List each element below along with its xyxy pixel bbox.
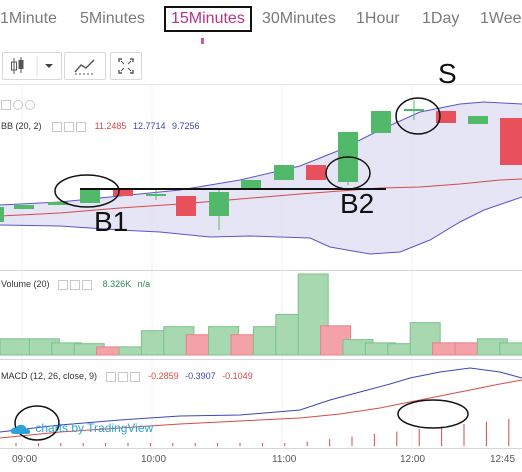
tradingview-watermark[interactable]: charts by TradingView xyxy=(10,421,153,435)
tab-15minutes[interactable]: 15Minutes xyxy=(164,6,252,32)
eye-icon[interactable] xyxy=(13,99,23,110)
b2-circle xyxy=(325,156,371,190)
candle xyxy=(468,116,488,124)
candle xyxy=(274,165,294,180)
tab-1hour[interactable]: 1Hour xyxy=(356,10,400,27)
time-label: 10:00 xyxy=(141,454,167,465)
gear-icon[interactable] xyxy=(70,279,81,290)
watermark-text: charts by TradingView xyxy=(35,421,154,435)
macd-signal-line xyxy=(0,379,522,439)
eye-icon[interactable] xyxy=(52,121,63,132)
annotation-b1: B1 xyxy=(94,206,129,237)
close-icon[interactable] xyxy=(76,121,87,132)
candle xyxy=(14,205,34,209)
candle xyxy=(113,188,133,196)
bb-legend: BB (20, 2) 11.2485 12.7714 9.7256 xyxy=(1,121,200,132)
time-label: 12:45 xyxy=(490,454,516,465)
gear-icon[interactable] xyxy=(117,371,128,382)
time-gridlines xyxy=(21,86,413,448)
settings-icon[interactable] xyxy=(25,99,35,110)
volume-bar xyxy=(0,338,31,356)
indicators-icon xyxy=(74,59,95,75)
time-axis-separator xyxy=(0,448,522,449)
candle xyxy=(404,109,424,111)
fullscreen-button[interactable] xyxy=(110,52,142,80)
bb-band-cloud xyxy=(0,102,522,254)
candle xyxy=(500,118,522,165)
bb-label: BB (20, 2) xyxy=(1,121,42,131)
fullscreen-icon xyxy=(118,58,134,74)
candle xyxy=(176,196,196,216)
bb-lower-line xyxy=(0,196,522,255)
candle xyxy=(241,180,261,190)
panel-separator[interactable] xyxy=(0,270,522,271)
macd-right-circle xyxy=(397,399,469,429)
chart-toolbar xyxy=(0,48,522,85)
eye-icon[interactable] xyxy=(58,279,69,290)
candle xyxy=(0,207,4,222)
volume-label: Volume (20) xyxy=(1,279,50,289)
eye-icon[interactable] xyxy=(105,371,116,382)
close-icon[interactable] xyxy=(129,371,140,382)
indicators-button[interactable] xyxy=(64,52,106,80)
bb-basis-value: 11.2485 xyxy=(94,121,127,131)
candlestick-icon xyxy=(11,56,53,76)
bb-upper-value: 12.7714 xyxy=(132,121,166,131)
bb-basis-line xyxy=(0,178,522,217)
gear-icon[interactable] xyxy=(64,121,75,132)
s-circle xyxy=(395,97,441,135)
tab-30minutes[interactable]: 30Minutes xyxy=(262,10,336,27)
cloud-icon xyxy=(10,424,31,434)
active-tab-marker xyxy=(201,38,204,44)
volume-legend: Volume (20) 8.326K n/a xyxy=(1,279,150,290)
annotation-b2: B2 xyxy=(340,188,375,219)
candle xyxy=(80,190,100,203)
macd-line xyxy=(0,367,522,433)
tab-1day[interactable]: 1Day xyxy=(422,10,460,27)
close-icon[interactable] xyxy=(82,279,93,290)
tab-1week[interactable]: 1Week xyxy=(480,10,522,27)
macd-value: -0.2859 xyxy=(148,371,179,381)
volume-na: n/a xyxy=(137,279,151,289)
candle xyxy=(436,111,456,123)
candle xyxy=(146,194,166,196)
macd-signal-value: -0.3907 xyxy=(185,371,216,381)
candle xyxy=(306,165,326,180)
chevron-down-icon xyxy=(45,64,53,68)
candle xyxy=(371,111,391,133)
time-label: 09:00 xyxy=(12,454,38,465)
candle xyxy=(48,202,68,205)
macd-histogram xyxy=(15,419,510,446)
macd-left-circle xyxy=(14,405,60,441)
b1-circle xyxy=(54,174,120,208)
candles xyxy=(0,100,522,230)
macd-label: MACD (12, 26, close, 9) xyxy=(1,371,98,381)
annotation-s: S xyxy=(438,58,457,89)
time-label: 12:00 xyxy=(400,454,426,465)
main-pane-controls xyxy=(1,99,37,110)
time-label: 11:00 xyxy=(272,454,297,465)
bb-upper-line xyxy=(0,101,522,206)
collapse-pane-icon[interactable] xyxy=(1,99,11,110)
chart-type-button[interactable] xyxy=(2,52,62,80)
volume-bars xyxy=(0,273,522,356)
candle xyxy=(209,192,229,216)
macd-hist-value: -0.1049 xyxy=(222,371,253,381)
tab-1minute[interactable]: 1Minute xyxy=(0,10,57,27)
macd-legend: MACD (12, 26, close, 9) -0.2859 -0.3907 … xyxy=(1,371,253,382)
panel-separator[interactable] xyxy=(0,359,522,360)
volume-value: 8.326K xyxy=(102,279,132,289)
volume-bar xyxy=(499,342,522,356)
timeframe-tabs: 1Minute 5Minutes 15Minutes 30Minutes 1Ho… xyxy=(0,0,522,46)
tab-5minutes[interactable]: 5Minutes xyxy=(80,10,145,27)
bb-lower-value: 9.7256 xyxy=(172,121,200,131)
